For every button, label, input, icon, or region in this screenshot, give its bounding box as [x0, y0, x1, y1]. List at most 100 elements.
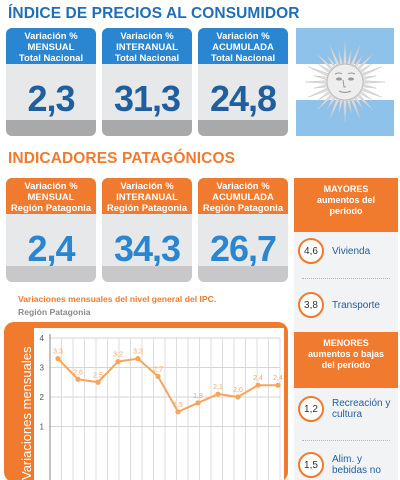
category-label-line1: Transporte: [332, 299, 380, 311]
sun-ray: [307, 86, 331, 98]
sun-ray: [343, 41, 347, 66]
card-line1: Variación %: [216, 181, 270, 192]
data-label: 2,5: [93, 372, 103, 379]
sun-ray: [349, 96, 361, 120]
patagonia-title: INDICADORES PATAGÓNICOS: [8, 150, 236, 167]
card-footer: [102, 266, 192, 282]
sun-ray: [359, 66, 383, 78]
data-label: 1,8: [193, 393, 203, 400]
card-line2: MENSUAL: [27, 192, 75, 203]
card-footer: [198, 120, 288, 136]
card-value: 2,3: [27, 78, 75, 119]
category-label: Alim. y bebidas no: [332, 454, 381, 476]
list-item: 1,5 Alim. y bebidas no: [298, 450, 396, 480]
menores-line1: MENORES: [323, 338, 369, 348]
card-national-monthly: Variación % MENSUAL Total Nacional 2,3: [6, 28, 96, 136]
argentina-flag-icon: [296, 28, 394, 136]
card-line2: ACUMULADA: [212, 192, 274, 203]
card-line3: Región Patagonia: [106, 203, 188, 214]
menores-header: MENORES aumentos o bajas del período: [294, 332, 398, 388]
value-circle: 3,8: [298, 292, 324, 318]
data-point: [155, 373, 161, 379]
data-label: 2,4: [273, 375, 283, 382]
sun-ray: [329, 44, 341, 68]
mayores-header: MAYORES aumentos del período: [294, 178, 398, 232]
card-footer: [6, 120, 96, 136]
sun-icon: [304, 41, 386, 123]
card-value: 2,4: [27, 228, 75, 269]
card-value: 26,7: [209, 228, 277, 269]
cpi-title: ÍNDICE DE PRECIOS AL CONSUMIDOR: [8, 5, 300, 22]
data-label: 2,6: [73, 369, 83, 376]
mayores-line2: aumentos del: [316, 195, 375, 205]
data-point: [195, 400, 201, 406]
chart-y-axis-label: Variaciones mensuales: [19, 346, 34, 480]
card-line3: Total Nacional: [210, 53, 276, 64]
card-line3: Región Patagonia: [10, 203, 92, 214]
category-label-line1: Alim. y: [332, 454, 362, 465]
menores-line2: aumentos o bajas: [307, 349, 385, 359]
sun-ray: [361, 75, 377, 81]
chart-plot-area: [34, 328, 284, 480]
data-label: 1,5: [173, 402, 183, 409]
data-point: [55, 356, 61, 362]
data-point: [75, 376, 81, 382]
y-tick-label: 1: [40, 423, 45, 432]
card-line1: Variación %: [216, 31, 270, 42]
sun-ray: [361, 83, 377, 89]
sun-ray: [361, 80, 386, 84]
card-line2: MENSUAL: [27, 42, 75, 53]
card-line1: Variación %: [24, 181, 78, 192]
menores-line3: del período: [321, 360, 371, 370]
y-tick-label: 2: [40, 393, 45, 402]
card-line1: Variación %: [120, 181, 174, 192]
card-line2: INTERANUAL: [116, 42, 178, 53]
value-circle: 1,2: [298, 396, 324, 422]
data-point: [175, 409, 181, 415]
line-chart: 1 2 3 4 3,3 2,6 2,5 3,2 3,3 2,7 1,5 1,8 2,1 2,0 2,4 2,4: [40, 334, 283, 480]
data-label: 3,2: [113, 352, 123, 359]
card-line3: Total Nacional: [114, 53, 180, 64]
data-label: 2,0: [233, 387, 243, 394]
data-label: 3,3: [133, 349, 143, 356]
chart-title: Variaciones mensuales del nivel general …: [18, 294, 217, 304]
mayores-line1: MAYORES: [323, 184, 369, 194]
card-footer: [6, 266, 96, 282]
category-label-line2: bebidas no: [332, 465, 381, 476]
category-label: Transporte: [332, 300, 380, 311]
card-line1: Variación %: [120, 31, 174, 42]
category-label-line2: cultura: [332, 409, 363, 420]
value-circle: 1,5: [298, 452, 324, 478]
sun-ray: [338, 50, 344, 66]
card-patagonia-yearly: Variación % INTERANUAL Región Patagonia …: [102, 178, 192, 282]
mayores-line3: período: [329, 206, 363, 216]
data-point: [95, 379, 101, 385]
data-point: [235, 394, 241, 400]
card-national-accumulated: Variación % ACUMULADA Total Nacional 24,…: [198, 28, 288, 136]
y-tick-label: 3: [40, 364, 45, 373]
card-line3: Región Patagonia: [202, 203, 284, 214]
category-label-line1: Vivienda: [332, 245, 371, 257]
card-patagonia-monthly: Variación % MENSUAL Región Patagonia 2,4: [6, 178, 96, 282]
y-tick-label: 4: [40, 334, 45, 343]
category-label: Recreación y cultura: [332, 398, 390, 420]
divider: [302, 440, 390, 441]
value-circle: 4,6: [298, 238, 324, 264]
card-line2: INTERANUAL: [116, 192, 178, 203]
card-value: 24,8: [209, 78, 277, 119]
list-item: 3,8 Transporte: [298, 290, 396, 320]
card-line1: Variación %: [24, 31, 78, 42]
list-item: 4,6 Vivienda: [298, 236, 396, 266]
list-item: 1,2 Recreación y cultura: [298, 394, 396, 424]
card-footer: [102, 120, 192, 136]
card-line3: Total Nacional: [18, 53, 84, 64]
card-patagonia-accumulated: Variación % ACUMULADA Región Patagonia 2…: [198, 178, 288, 282]
card-footer: [198, 266, 288, 282]
sun-ray: [304, 80, 329, 84]
data-label: 2,7: [153, 366, 163, 373]
categories-panel: MAYORES aumentos del período 4,6 Viviend…: [294, 178, 398, 480]
category-label-line1: Recreación y: [332, 398, 391, 409]
data-point: [255, 382, 261, 388]
card-value: 31,3: [113, 78, 181, 119]
data-point: [275, 382, 281, 388]
